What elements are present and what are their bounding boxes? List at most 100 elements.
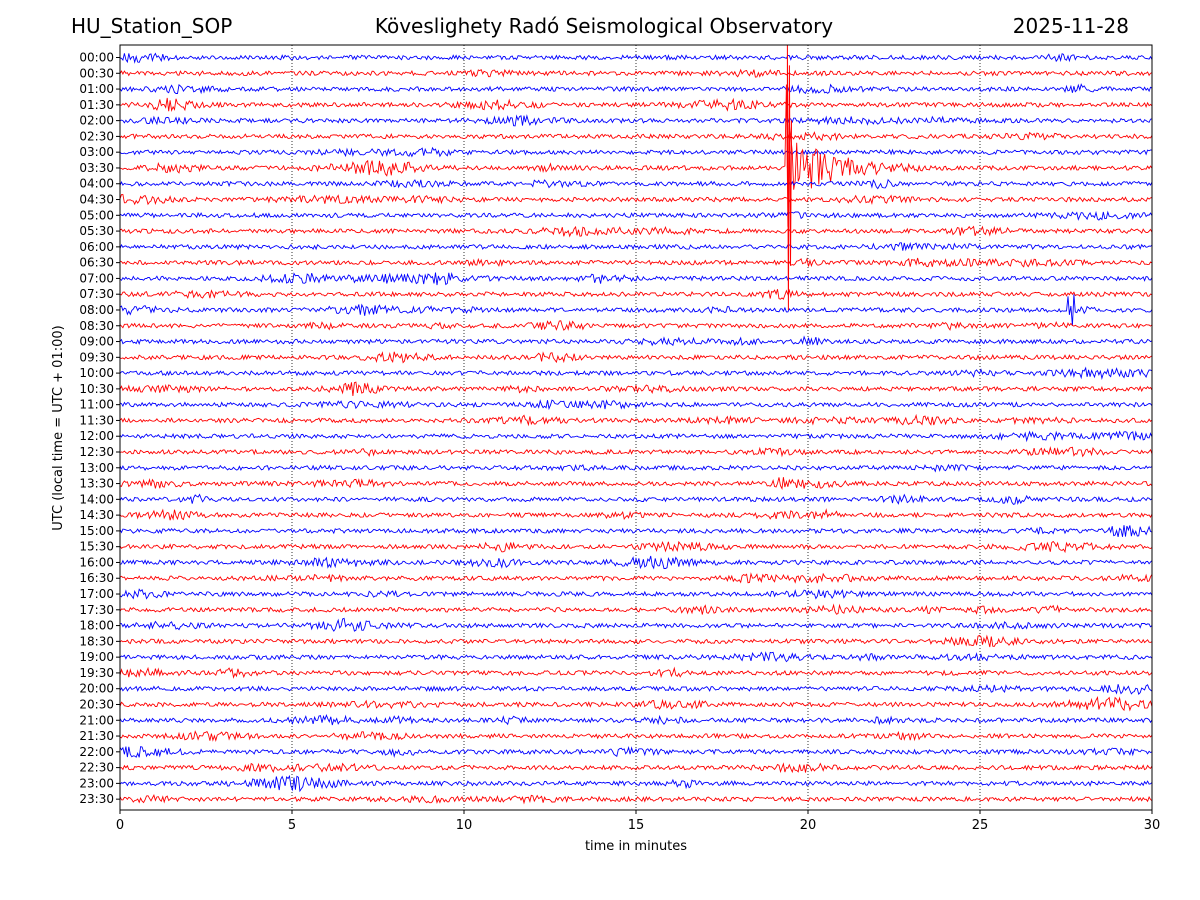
y-tick-label: 05:00 [79, 208, 114, 222]
seismogram-trace [119, 83, 1153, 95]
observatory-title: Köveslighety Radó Seismological Observat… [374, 14, 834, 38]
x-tick-label: 0 [116, 818, 124, 833]
y-tick-label: 06:00 [79, 240, 114, 254]
y-tick-label: 02:00 [79, 114, 114, 128]
y-tick-label: 08:00 [79, 303, 114, 317]
x-axis-label: time in minutes [585, 839, 687, 854]
seismogram-trace [119, 555, 1153, 570]
x-tick-label: 15 [628, 818, 645, 833]
y-tick-label: 07:30 [79, 287, 114, 301]
seismogram-trace [119, 730, 1153, 743]
y-tick-label: 19:30 [79, 666, 114, 680]
seismogram-trace [119, 366, 1153, 380]
y-tick-label: 22:00 [79, 745, 114, 759]
y-tick-label: 12:00 [79, 429, 114, 443]
seismogram-trace [119, 52, 1153, 64]
seismogram-trace [119, 288, 1153, 300]
y-tick-label: 18:30 [79, 634, 114, 648]
seismogram-trace [119, 774, 1153, 793]
y-axis-label: UTC (local time = UTC + 01:00) [51, 325, 66, 530]
seismogram-trace [119, 335, 1153, 347]
seismogram-trace [119, 508, 1153, 521]
y-tick-label: 03:30 [79, 161, 114, 175]
seismogram-trace [119, 714, 1153, 726]
y-tick-label: 10:00 [79, 366, 114, 380]
y-tick-label: 15:00 [79, 524, 114, 538]
seismogram-trace [119, 525, 1153, 538]
seismogram-trace [119, 257, 1153, 268]
seismogram-trace [119, 178, 1153, 190]
seismogram-trace [119, 430, 1153, 443]
seismogram-trace [119, 463, 1153, 473]
y-tick-label: 07:00 [79, 271, 114, 285]
y-tick-label: 23:30 [79, 792, 114, 806]
y-tick-label: 16:00 [79, 555, 114, 569]
seismogram-trace [119, 746, 1153, 759]
y-tick-label: 00:30 [79, 66, 114, 80]
y-tick-label: 21:30 [79, 729, 114, 743]
seismogram-trace [119, 540, 1153, 554]
y-tick-label: 20:00 [79, 682, 114, 696]
y-tick-label: 19:00 [79, 650, 114, 664]
y-tick-label: 10:30 [79, 382, 114, 396]
seismogram-trace [119, 131, 1153, 142]
y-tick-label: 17:30 [79, 603, 114, 617]
y-tick-label: 00:00 [79, 51, 114, 65]
seismogram-trace [119, 477, 1153, 490]
y-tick-label: 13:30 [79, 477, 114, 491]
seismogram-trace [119, 210, 1153, 221]
y-tick-label: 15:30 [79, 540, 114, 554]
y-tick-label: 23:00 [79, 776, 114, 790]
y-tick-label: 21:00 [79, 713, 114, 727]
seismogram-trace [119, 634, 1153, 648]
event-spike [786, 44, 792, 311]
y-tick-label: 11:30 [79, 413, 114, 427]
seismogram-trace [119, 320, 1153, 331]
y-tick-label: 01:30 [79, 98, 114, 112]
y-tick-label: 02:30 [79, 129, 114, 143]
seismogram-trace [119, 666, 1153, 679]
y-tick-label: 12:30 [79, 445, 114, 459]
y-tick-label: 16:30 [79, 571, 114, 585]
seismogram-trace [119, 84, 1153, 227]
seismogram-trace [119, 603, 1153, 615]
y-tick-label: 03:00 [79, 145, 114, 159]
x-tick-label: 25 [972, 818, 989, 833]
seismogram-trace [119, 446, 1153, 458]
seismogram-trace [119, 225, 1153, 238]
x-axis-ticks: 0 5 10 15 20 25 30 [116, 810, 1160, 833]
seismogram-trace [119, 68, 1153, 78]
seismogram-trace [119, 399, 1153, 411]
seismogram-trace [119, 617, 1153, 632]
seismogram-trace [119, 351, 1153, 364]
y-tick-label: 14:30 [79, 508, 114, 522]
y-tick-label: 18:00 [79, 619, 114, 633]
y-tick-label: 04:00 [79, 177, 114, 191]
y-tick-label: 08:30 [79, 319, 114, 333]
y-tick-label: 11:00 [79, 398, 114, 412]
x-tick-label: 20 [800, 818, 817, 833]
seismogram-trace [119, 242, 1153, 252]
seismogram-traces [119, 44, 1153, 805]
seismogram-trace [119, 272, 1153, 286]
seismogram-trace [119, 762, 1153, 774]
y-tick-label: 06:30 [79, 256, 114, 270]
seismogram-trace [119, 572, 1153, 584]
y-tick-label: 01:00 [79, 82, 114, 96]
grid-lines [291, 45, 981, 810]
seismogram-trace [119, 413, 1153, 427]
seismogram-trace [119, 794, 1153, 805]
station-name: HU_Station_SOP [71, 14, 233, 38]
seismogram-trace [119, 381, 1153, 397]
x-tick-label: 10 [456, 818, 473, 833]
seismogram-trace [119, 588, 1153, 600]
y-tick-label: 09:30 [79, 350, 114, 364]
seismogram-trace [119, 146, 1153, 158]
y-tick-label: 20:30 [79, 697, 114, 711]
seismogram-trace [119, 114, 1153, 127]
seismogram-trace [119, 493, 1153, 506]
plot-date: 2025-11-28 [1012, 14, 1129, 38]
y-tick-label: 05:30 [79, 224, 114, 238]
